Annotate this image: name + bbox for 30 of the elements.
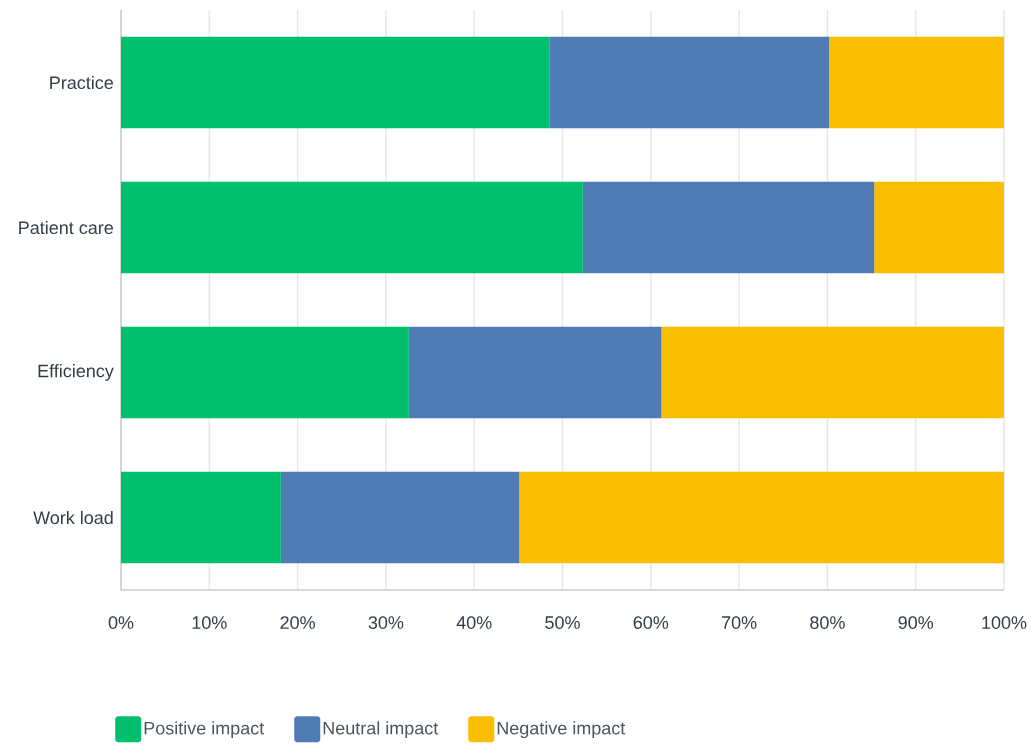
- bar: [582, 181, 875, 274]
- bar: [121, 326, 409, 419]
- bar: [121, 36, 550, 129]
- y-tick-label: Practice: [50, 75, 113, 90]
- bar: [408, 326, 662, 419]
- x-tick-label: 50%: [545, 616, 580, 629]
- legend-label: Positive impact: [144, 721, 265, 739]
- x-tick-label: 0%: [108, 616, 134, 629]
- y-tick-label: Patient care: [19, 220, 113, 235]
- y-tick-label: Efficiency: [38, 364, 114, 381]
- x-tick-label: 90%: [898, 616, 934, 629]
- bar: [549, 36, 830, 129]
- y-tick-label: Work load: [33, 510, 113, 525]
- x-tick-label: 40%: [456, 616, 492, 629]
- bar: [874, 181, 1004, 274]
- x-tick-label: 70%: [722, 616, 757, 629]
- x-tick-label: 20%: [280, 616, 315, 629]
- bar: [280, 471, 520, 564]
- bar: [829, 36, 1004, 129]
- legend-label: Negative impact: [497, 721, 626, 739]
- legend-label: Neutral impact: [323, 721, 439, 739]
- x-tick-label: 80%: [810, 616, 845, 629]
- x-tick-label: 100%: [982, 616, 1027, 629]
- bar: [519, 471, 1004, 564]
- bar: [121, 181, 583, 274]
- x-tick-label: 60%: [633, 616, 669, 629]
- x-tick-label: 10%: [192, 616, 227, 629]
- bar: [121, 471, 281, 564]
- bar: [661, 326, 1004, 419]
- x-tick-label: 30%: [368, 616, 404, 629]
